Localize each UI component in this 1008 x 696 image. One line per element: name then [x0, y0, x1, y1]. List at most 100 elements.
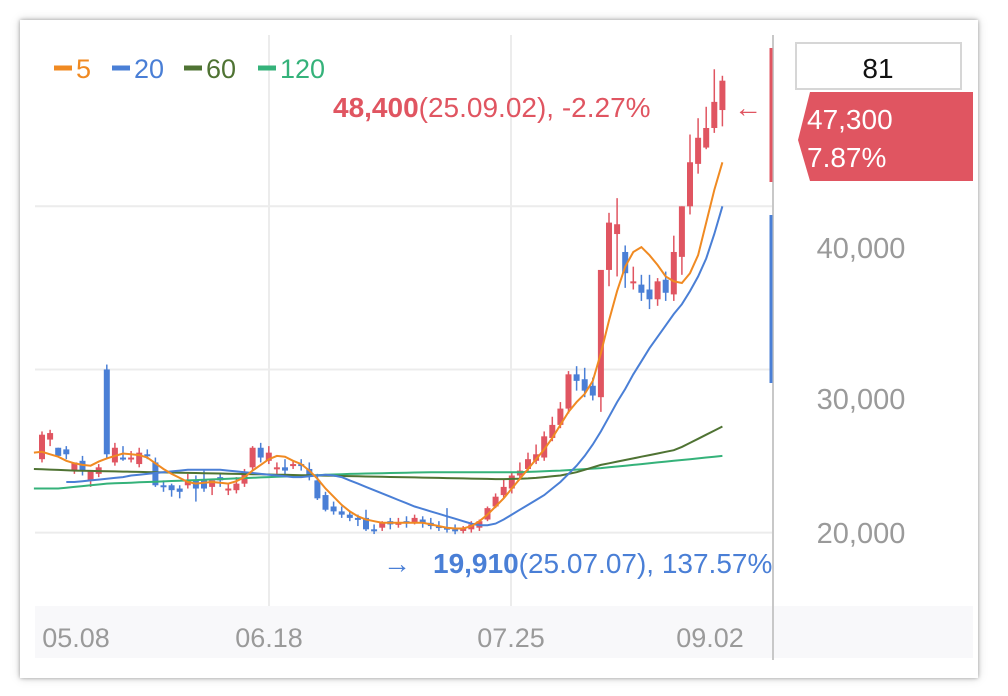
candle-body: [614, 224, 621, 235]
candle-body: [225, 488, 232, 491]
high-detail: (25.09.02), -2.27%: [419, 92, 651, 123]
candle-body: [670, 251, 677, 295]
candle: [541, 431, 548, 461]
candle-body: [719, 80, 726, 111]
candle: [565, 371, 572, 414]
candle-body: [39, 434, 45, 460]
axis-corner: [774, 606, 973, 658]
candle-body: [525, 459, 531, 469]
low-annotation: → 19,910(25.07.07), 137.57%: [383, 548, 772, 579]
candle-body: [63, 449, 70, 455]
candle: [176, 485, 183, 499]
candle-body: [573, 374, 580, 381]
current-price-tag: 47,300 7.87%: [798, 92, 973, 181]
candle-body: [233, 483, 240, 491]
candle: [63, 446, 70, 460]
y-tick-label: 20,000: [817, 518, 906, 550]
candle: [630, 266, 637, 290]
candle: [322, 491, 329, 512]
candle: [597, 269, 604, 412]
candle: [670, 235, 677, 301]
candle-body: [346, 514, 353, 518]
low-detail: (25.07.07), 137.57%: [519, 548, 773, 579]
candle-body: [338, 511, 345, 515]
candle-body: [622, 251, 629, 274]
candle-body: [201, 480, 207, 489]
candle-body: [597, 269, 604, 398]
candle: [282, 459, 288, 476]
low-arrow: →: [383, 548, 411, 579]
legend-label-ma60: 60: [206, 54, 236, 84]
candle-body: [492, 496, 499, 507]
candle-body: [363, 517, 369, 530]
high-annotation: 48,400(25.09.02), -2.27% ←: [333, 92, 762, 123]
candle-body: [508, 475, 515, 489]
y-tick-label: 30,000: [817, 384, 906, 416]
candle-body: [265, 452, 272, 461]
candle: [678, 206, 685, 275]
candle-body: [71, 462, 78, 471]
high-arrow: ←: [734, 92, 762, 123]
candle-body: [581, 379, 588, 391]
x-tick-label: 09.02: [676, 623, 744, 653]
candle: [136, 447, 143, 468]
candle: [55, 447, 62, 456]
candle: [128, 451, 135, 463]
candle: [265, 446, 272, 465]
legend: 5 20 60 120: [54, 54, 325, 84]
ma5-line: [33, 162, 724, 530]
candle-body: [419, 519, 426, 523]
candle-body: [606, 222, 612, 270]
candle: [500, 478, 507, 499]
candle: [719, 75, 726, 127]
price-chart[interactable]: 5 20 60 120 48,400(25.09.02), -2.27% ← →…: [20, 20, 978, 678]
candle-body: [411, 517, 418, 523]
candle-body: [379, 522, 386, 528]
candle: [687, 134, 693, 215]
candle: [103, 364, 110, 460]
candle-body: [646, 289, 653, 300]
candle-body: [87, 470, 94, 481]
candle-body: [120, 457, 126, 460]
candle-body: [687, 162, 693, 207]
current-change: 7.87%: [807, 142, 886, 173]
candle: [168, 483, 175, 497]
candle: [225, 483, 232, 496]
candle-body: [654, 281, 661, 300]
legend-label-ma120: 120: [280, 54, 325, 84]
high-annotation-text: 48,400(25.09.02), -2.27%: [333, 92, 651, 123]
candle: [273, 462, 280, 474]
candle-body: [314, 480, 321, 499]
x-axis-band: [35, 606, 772, 658]
low-annotation-text: 19,910(25.07.07), 137.57%: [433, 548, 772, 579]
x-tick-label: 07.25: [477, 623, 545, 653]
candle-body: [322, 495, 329, 510]
candle-body: [290, 464, 297, 467]
candle-body: [55, 447, 62, 456]
candle-body: [533, 454, 540, 461]
candle: [47, 429, 54, 447]
candle: [614, 198, 621, 277]
candle-body: [136, 452, 143, 465]
candle: [209, 480, 216, 496]
candle: [371, 524, 378, 535]
candle-body: [273, 467, 280, 470]
candle-body: [695, 137, 702, 164]
candle-body: [678, 206, 685, 257]
candle-body: [638, 284, 645, 293]
candle-body: [500, 486, 507, 496]
volume-box[interactable]: 81: [795, 42, 962, 90]
candle-body: [549, 424, 556, 438]
x-tick-label: 06.18: [235, 623, 303, 653]
candle: [606, 212, 612, 287]
legend-label-ma20: 20: [134, 54, 164, 84]
candle-body: [257, 447, 264, 458]
candle-body: [662, 279, 669, 293]
y-tick-label: 40,000: [817, 233, 906, 265]
candle-body: [306, 468, 313, 476]
candle: [257, 442, 264, 463]
volume-box-value: 81: [862, 53, 893, 84]
candle-body: [711, 101, 718, 128]
candle-body: [168, 485, 175, 491]
x-axis: 05.08 06.18 07.25 09.02: [42, 623, 744, 653]
